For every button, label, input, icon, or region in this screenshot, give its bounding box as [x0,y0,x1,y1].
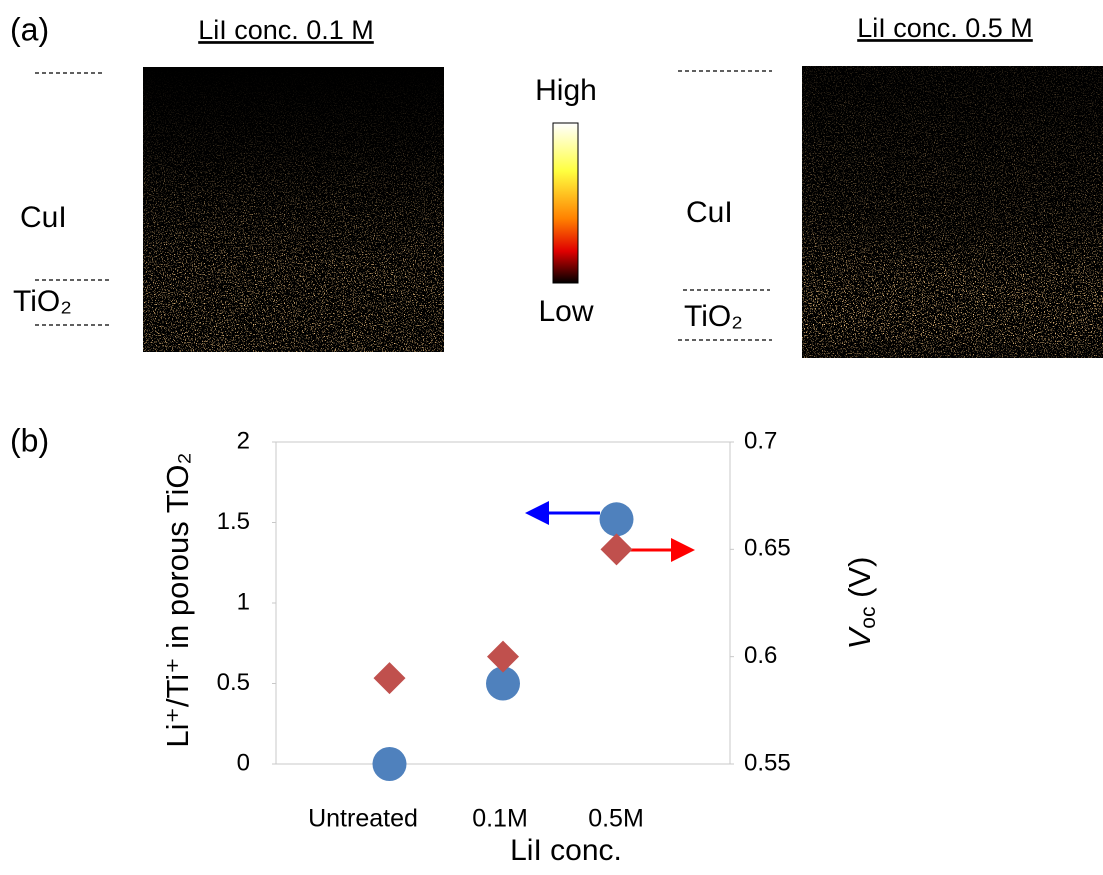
y2-axis-label-part: oc [857,607,880,629]
y-tick-label: 1.5 [217,508,250,535]
y2-tick-label: 0.7 [744,427,777,454]
point [373,662,406,695]
y-tick-label: 2 [237,427,250,454]
colorbar-label: Low [538,295,593,328]
point [600,533,633,566]
chart: 0 0.5 1 1.5 2 0.55 0.6 0.65 0.7 Untreated 0.1M 0.5M… [160,427,879,867]
point [487,640,519,673]
colorbar [552,122,579,284]
x-axis-label: LiI conc. [510,834,622,867]
sims-image-left [143,67,444,352]
layer-label: CuI [20,201,67,234]
layer-label: TiO₂ [684,300,743,333]
x-tick-label: 0.5M [588,805,644,833]
y-tick-label: 0 [237,749,250,776]
y-tick-label: 1 [237,588,250,615]
image-title: LiI conc. 0.1 M [198,15,374,45]
layer-label: TiO₂ [13,285,72,318]
x-tick-label: 0.1M [472,805,528,833]
panel-label: (b) [10,422,49,458]
point [599,502,634,537]
y2-tick-label: 0.65 [744,535,791,562]
x-tick-label: Untreated [308,805,418,833]
y-tick-label: 0.5 [217,669,250,696]
point [486,666,520,701]
layer-label: CuI [686,196,733,229]
colorbar-label: High [535,74,597,107]
point [372,747,407,781]
sims-image-right [802,66,1103,358]
y2-tick-label: 0.55 [744,749,791,776]
y2-tick-label: 0.6 [744,642,777,669]
image-title: LiI conc. 0.5 M [857,13,1033,43]
plot-frame [275,441,731,765]
y-axis-label: Li⁺/Ti⁺ in porous TiO₂ [160,452,195,747]
y2-axis-label: Voc (V) [842,557,879,650]
panel-label: (a) [10,11,49,47]
y2-axis-label-part: V [842,625,877,649]
y2-axis-label-part: (V) [842,557,877,607]
